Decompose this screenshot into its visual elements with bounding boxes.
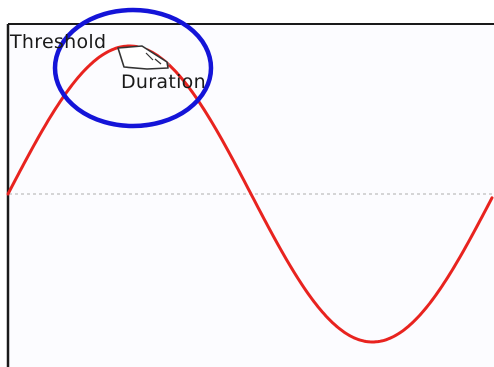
sine-waveform (6, 44, 494, 344)
duration-label: Duration (121, 71, 206, 93)
highlight-circle (52, 7, 214, 129)
hand-pointer-icon (117, 45, 169, 70)
threshold-label: Threshold (10, 31, 107, 53)
